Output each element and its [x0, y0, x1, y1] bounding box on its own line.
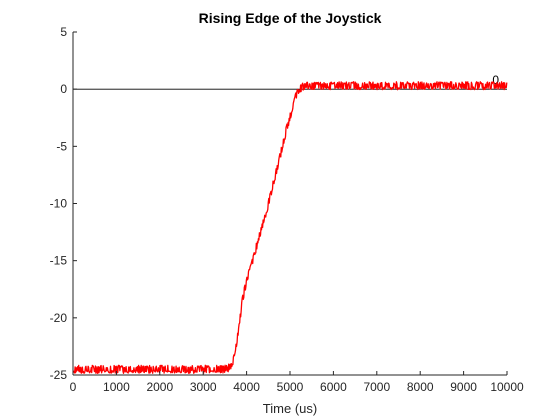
x-tick-label: 3000 [190, 380, 217, 394]
axes-layer: 0 1000 2000 3000 4000 5000 6000 7000 8000 9000 100… [50, 25, 524, 394]
y-tick-label: 5 [60, 25, 67, 39]
y-tick-label: -10 [50, 197, 68, 211]
plot-area: 0 [73, 32, 507, 375]
y-tick-label: -20 [50, 311, 68, 325]
y-tick-label: -5 [56, 139, 67, 153]
x-tick-label: 7000 [363, 380, 390, 394]
x-tick-label: 8000 [407, 380, 434, 394]
y-tick-label: -25 [50, 368, 68, 382]
chart-title: Rising Edge of the Joystick [199, 10, 382, 26]
x-tick-label: 1000 [103, 380, 130, 394]
y-tick-label: 0 [60, 82, 67, 96]
series-line-0 [72, 81, 508, 374]
reference-line-label: 0 [492, 73, 499, 87]
x-axis-label: Time (us) [263, 401, 317, 416]
x-tick-label: 5000 [277, 380, 304, 394]
series-layer [72, 81, 508, 374]
x-tick-label: 10000 [490, 380, 524, 394]
x-tick-label: 0 [70, 380, 77, 394]
y-tick-label: -15 [50, 254, 68, 268]
x-tick-label: 6000 [320, 380, 347, 394]
x-tick-label: 2000 [146, 380, 173, 394]
x-tick-label: 9000 [450, 380, 477, 394]
x-tick-label: 4000 [233, 380, 260, 394]
